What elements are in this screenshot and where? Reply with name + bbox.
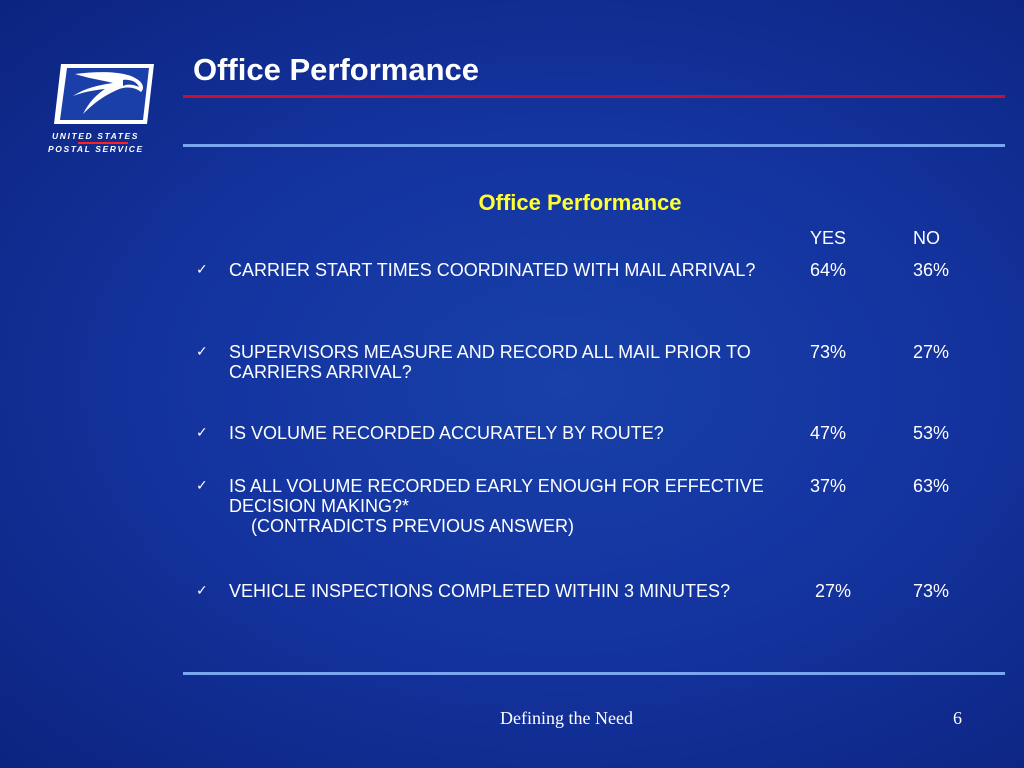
title-rule-red — [183, 95, 1005, 98]
checkmark-icon: ✓ — [196, 344, 208, 360]
table-title: Office Performance — [478, 190, 682, 215]
row-question: IS ALL VOLUME RECORDED EARLY ENOUGH FOR … — [229, 476, 764, 516]
column-header-no: NO — [913, 228, 940, 248]
checkmark-icon: ✓ — [196, 262, 208, 278]
checkmark-icon: ✓ — [196, 425, 208, 441]
row-no-value: 36% — [913, 260, 950, 280]
header-rule-blue — [183, 144, 1005, 147]
row-yes-value: 27% — [815, 581, 852, 601]
row-question: VEHICLE INSPECTIONS COMPLETED WITHIN 3 M… — [229, 581, 731, 601]
row-yes-value: 73% — [810, 342, 847, 362]
row-no-value: 27% — [913, 342, 950, 362]
page-title: Office Performance — [193, 52, 479, 87]
row-question: SUPERVISORS MEASURE AND RECORD ALL MAIL … — [229, 342, 751, 382]
row-no-value: 53% — [913, 423, 950, 443]
page-number: 6 — [953, 708, 962, 728]
logo-wordmark: UNITED STATES POSTAL SERVICE — [48, 130, 158, 156]
footer-text: Defining the Need — [500, 708, 633, 728]
row-question: CARRIER START TIMES COORDINATED WITH MAI… — [229, 260, 756, 280]
row-yes-value: 37% — [810, 476, 847, 496]
row-question: IS VOLUME RECORDED ACCURATELY BY ROUTE? — [229, 423, 664, 443]
eagle-logo-icon — [54, 64, 154, 124]
footer-rule-blue — [183, 672, 1005, 675]
row-no-value: 73% — [913, 581, 950, 601]
row-yes-value: 64% — [810, 260, 847, 280]
column-header-yes: YES — [810, 228, 847, 248]
checkmark-icon: ✓ — [196, 478, 208, 494]
row-note: (CONTRADICTS PREVIOUS ANSWER) — [251, 516, 575, 536]
row-no-value: 63% — [913, 476, 950, 496]
logo-line-1: UNITED STATES — [52, 131, 140, 141]
logo-accent-line — [78, 142, 128, 144]
row-yes-value: 47% — [810, 423, 847, 443]
checkmark-icon: ✓ — [196, 583, 208, 599]
logo-line-2: POSTAL SERVICE — [48, 144, 144, 154]
